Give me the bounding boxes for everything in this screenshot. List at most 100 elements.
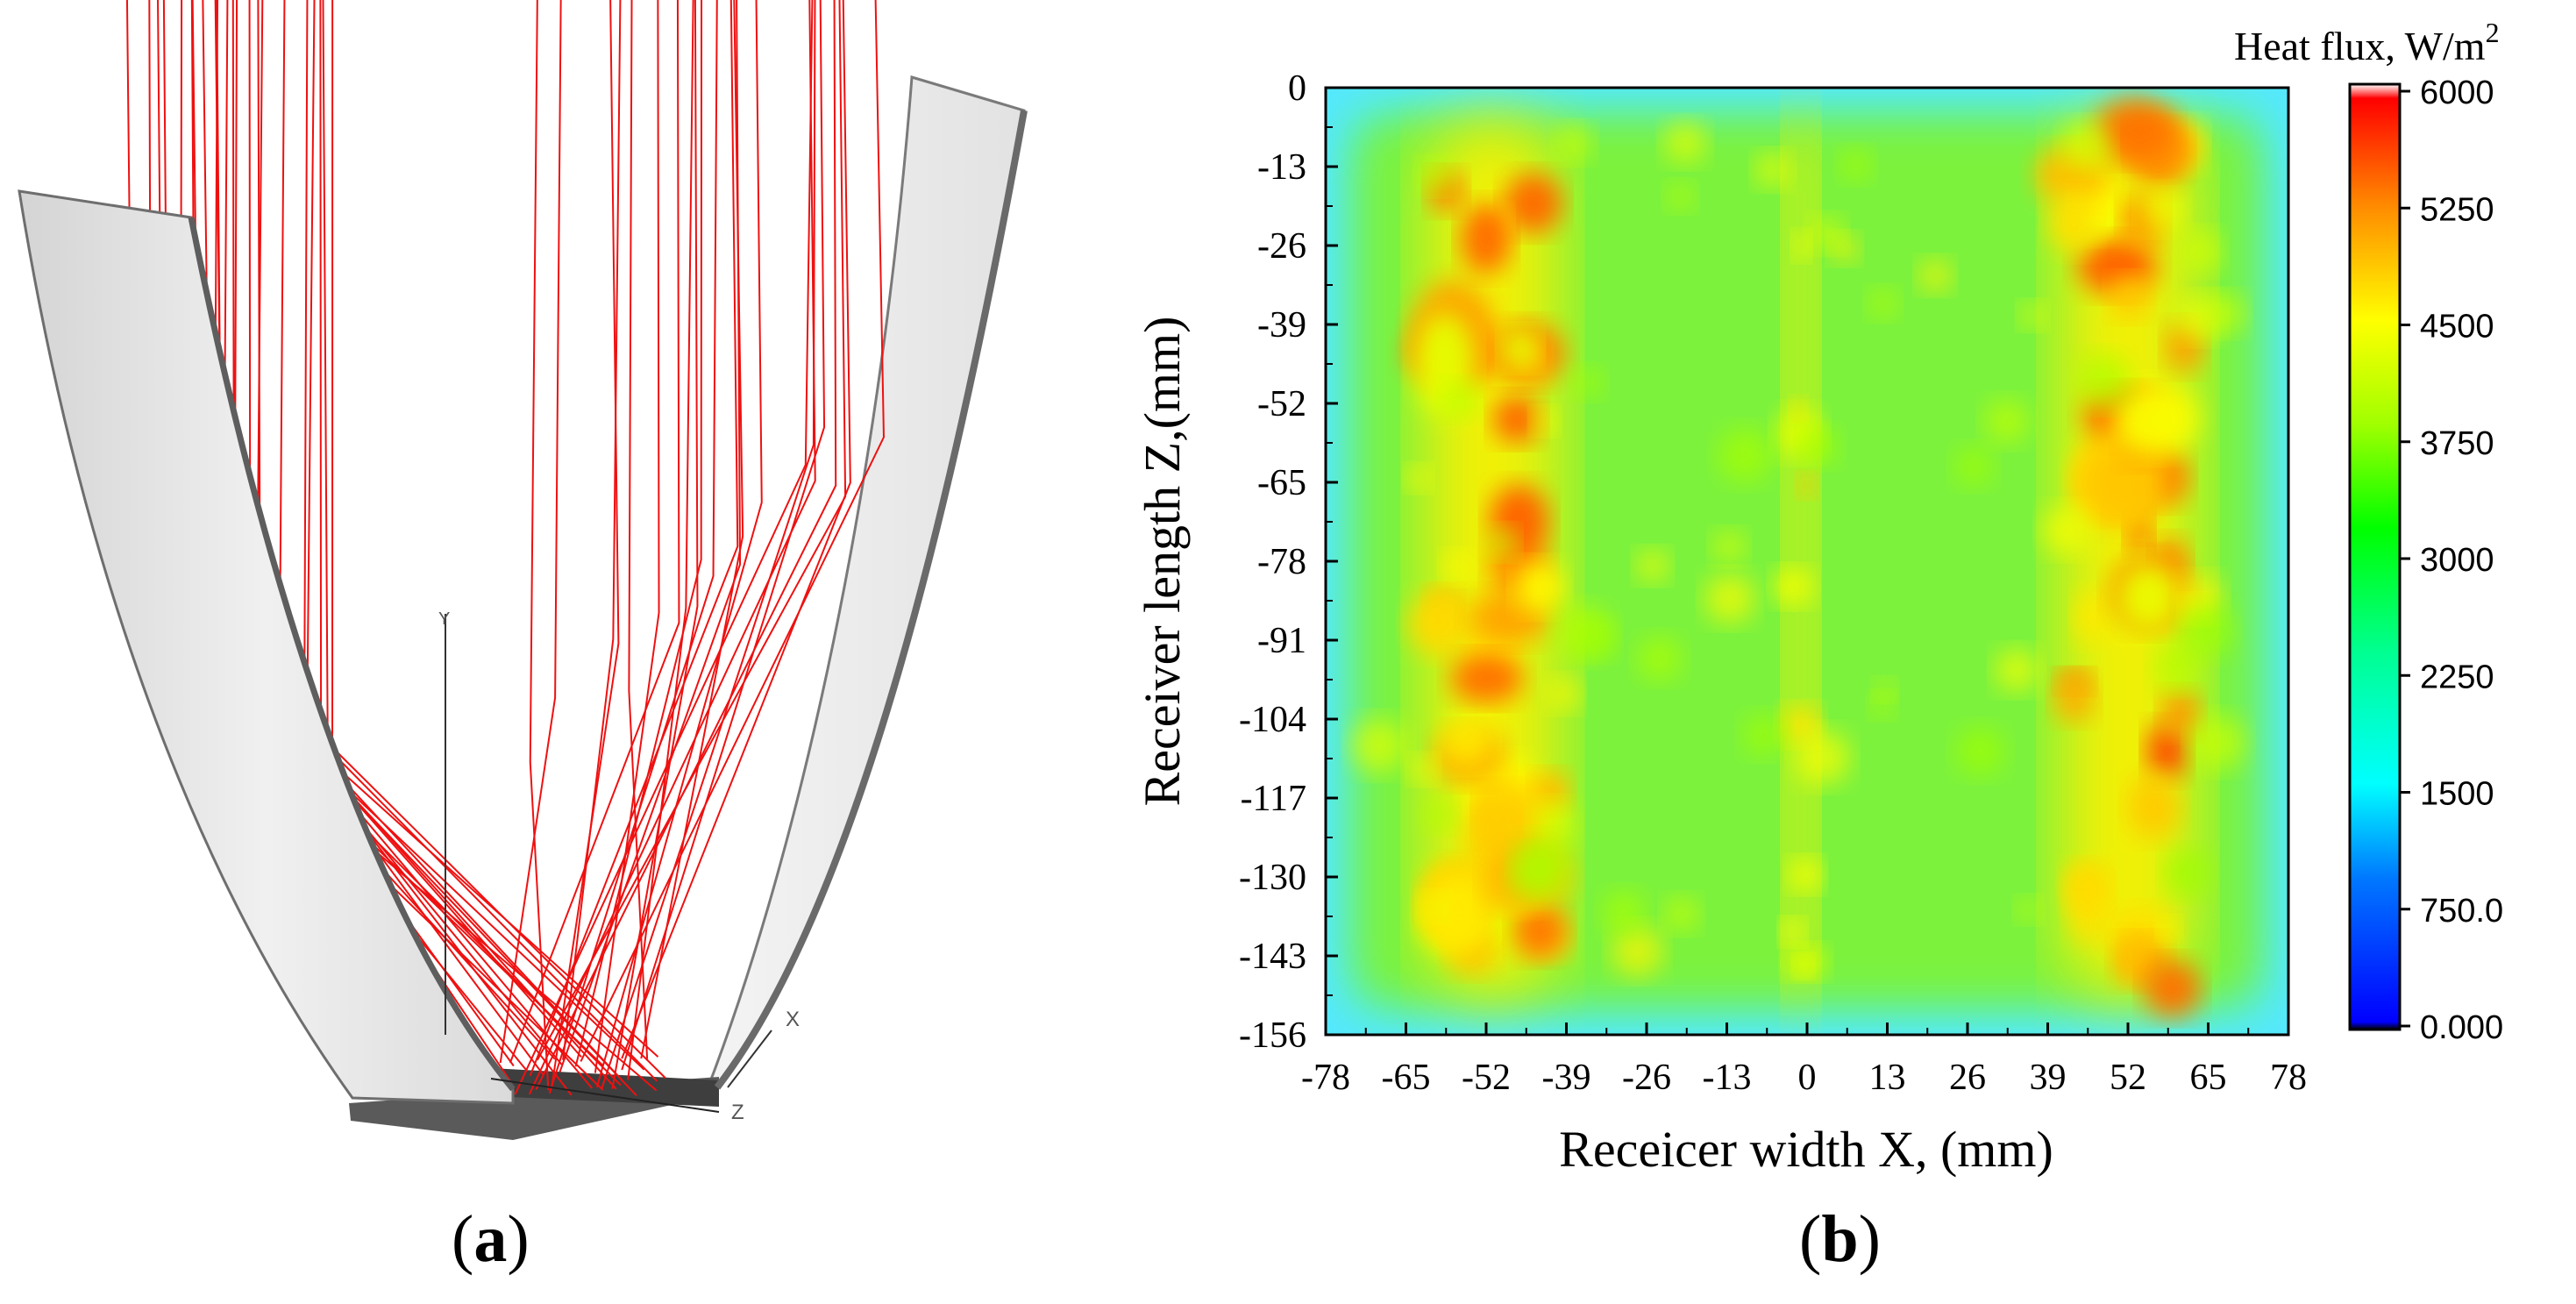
y-tick-label: -65 xyxy=(1257,463,1306,503)
heatmap-hotspot xyxy=(2053,675,2096,722)
axis-x-label: X xyxy=(786,1008,800,1031)
heatmap-hotspot xyxy=(2160,690,2201,737)
heatmap-mottle xyxy=(2017,897,2041,923)
y-tick-label: -143 xyxy=(1239,937,1306,977)
y-tick-label: -130 xyxy=(1239,858,1306,898)
x-tick-label: -26 xyxy=(1622,1058,1671,1098)
light-ray xyxy=(580,0,885,1062)
heatmap-hotspot xyxy=(2096,98,2174,161)
colorbar-tick-label: 3750 xyxy=(2420,425,2494,462)
heatmap-mottle xyxy=(2019,302,2046,329)
colorbar-tick-label: 0.000 xyxy=(2420,1009,2503,1046)
heatmap-mottle xyxy=(1515,835,1571,891)
heatmap-mottle xyxy=(1420,893,1448,922)
heatmap-mottle xyxy=(1717,427,1773,483)
heatmap-mottle xyxy=(1409,755,1437,783)
x-tick-label: 65 xyxy=(2190,1058,2227,1098)
x-tick-label: -78 xyxy=(1301,1058,1350,1098)
light-ray xyxy=(628,0,649,1059)
heatmap-mottle xyxy=(1405,466,1431,491)
heatmap-mottle xyxy=(1637,636,1683,681)
heatmap-mottle xyxy=(1547,677,1581,710)
colorbar-tick-label: 1500 xyxy=(2420,776,2494,813)
heatmap-mottle xyxy=(1573,367,1604,398)
y-tick-label: -39 xyxy=(1257,305,1306,346)
axis-y-label: Y xyxy=(438,609,450,629)
heatmap-mottle xyxy=(1422,797,1456,832)
colorbar-tick-label: 6000 xyxy=(2420,75,2494,111)
y-tick-label: -78 xyxy=(1257,542,1306,582)
heatmap-mottle xyxy=(1868,288,1898,318)
heatmap-field xyxy=(1326,88,2288,1035)
heatmap-mottle xyxy=(1953,446,1994,487)
light-ray xyxy=(509,0,680,1064)
heatmap-mottle xyxy=(1755,152,1790,188)
colorbar-title: Heat flux, W/m2 xyxy=(2234,17,2500,68)
heatmap-hotspot xyxy=(1781,919,1804,944)
y-axis-title: Receiver length Z,(mm) xyxy=(1134,317,1191,807)
colorbar-ticks: 6000 5250 4500 3750 3000 2250 1500 750.0 0.000 xyxy=(2400,75,2503,1046)
light-ray xyxy=(535,0,837,1090)
light-ray xyxy=(574,0,703,1067)
heatmap-mottle xyxy=(1441,381,1479,418)
panel-b-heat-flux-map: -78 -65 -52 -39 -26 -13 0 13 26 39 52 65 78 0-13-26-… xyxy=(1134,17,2503,1178)
heatmap-mottle xyxy=(1602,890,1647,935)
heatmap-mottle xyxy=(1712,531,1746,563)
colorbar-tick-label: 5250 xyxy=(2420,191,2494,228)
x-tick-label: 39 xyxy=(2030,1058,2067,1098)
y-tick-label: -26 xyxy=(1257,226,1306,267)
heatmap-mottle xyxy=(2164,849,2211,896)
heatmap-mottle xyxy=(1800,427,1839,466)
heatmap-mottle xyxy=(2205,294,2245,333)
heatmap-mottle xyxy=(1705,574,1755,623)
light-ray xyxy=(529,0,739,1076)
heatmap-hotspot xyxy=(1492,395,1541,443)
heatmap-hotspot xyxy=(2063,863,2109,909)
panel-a-letter: a xyxy=(473,1202,508,1276)
heatmap-mottle xyxy=(1419,160,1452,193)
heatmap-mottle xyxy=(1666,182,1695,211)
heatmap-hotspot xyxy=(2146,723,2188,780)
light-ray xyxy=(548,0,718,1094)
x-axis-line xyxy=(727,1030,772,1088)
colorbar xyxy=(2348,82,2402,1031)
heatmap-mottle xyxy=(1955,726,2005,776)
heatmap-hotspot xyxy=(2122,931,2150,981)
colorbar-tick-label: 4500 xyxy=(2420,309,2494,346)
heatmap-hotspot xyxy=(1789,859,1822,891)
colorbar-tick-label: 2250 xyxy=(2420,659,2494,695)
heatmap-mottle xyxy=(1918,259,1952,292)
heatmap-mottle xyxy=(2179,602,2233,658)
heatmap-mottle xyxy=(1995,648,2039,692)
heatmap-mottle xyxy=(1612,925,1663,977)
heatmap-mottle xyxy=(1636,550,1669,582)
heatmap-mottle xyxy=(2190,715,2245,770)
y-axis: 0 -13 -26 -39 -52 -65 -78 -91 -104 -117 -130 -143 -1… xyxy=(1239,68,1338,1056)
x-tick-label: -13 xyxy=(1703,1058,1752,1098)
heatmap-mottle xyxy=(1664,896,1699,931)
x-tick-label: -39 xyxy=(1542,1058,1591,1098)
light-ray xyxy=(594,0,660,1073)
heatmap-hotspot xyxy=(2110,276,2150,319)
light-ray xyxy=(595,0,763,1088)
axis-z-label: Z xyxy=(731,1101,744,1124)
heatmap-mottle xyxy=(2158,916,2180,939)
x-tick-label: -52 xyxy=(1462,1058,1511,1098)
heatmap-mottle xyxy=(2181,231,2222,272)
panel-b-caption: (b) xyxy=(1799,1202,1881,1276)
colorbar-tick-label: 750.0 xyxy=(2420,893,2503,930)
heatmap-hotspot xyxy=(1773,568,1813,605)
heatmap-hotspot xyxy=(2128,773,2181,839)
heatmap-hotspot xyxy=(1797,473,1816,497)
heatmap-hotspot xyxy=(1461,203,1512,274)
light-ray xyxy=(551,0,620,1089)
trough-left-rim xyxy=(188,217,516,1092)
heatmap-mottle xyxy=(1532,408,1558,434)
x-tick-label: -65 xyxy=(1382,1058,1431,1098)
heatmap-hotspot xyxy=(1408,592,1473,656)
y-tick-label: -52 xyxy=(1257,384,1306,424)
y-tick-label: 0 xyxy=(1288,68,1306,109)
heatmap-mottle xyxy=(1556,125,1592,161)
heatmap-hotspot xyxy=(1793,232,1810,260)
heatmap-hotspot xyxy=(1512,902,1568,959)
